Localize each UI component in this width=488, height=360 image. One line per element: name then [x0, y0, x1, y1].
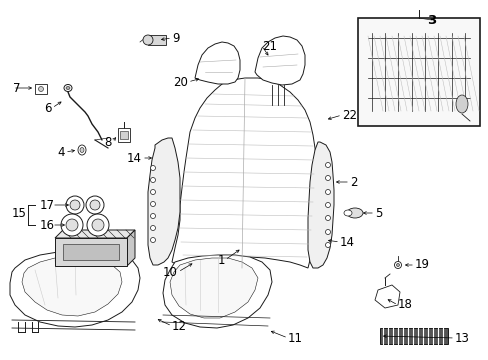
- Text: 19: 19: [414, 258, 429, 271]
- Text: 4: 4: [58, 145, 65, 158]
- Text: 22: 22: [341, 108, 356, 122]
- Ellipse shape: [78, 145, 86, 155]
- Text: 8: 8: [104, 135, 112, 149]
- Ellipse shape: [87, 214, 109, 236]
- Ellipse shape: [90, 200, 100, 210]
- Text: 10: 10: [163, 266, 178, 279]
- Text: 5: 5: [374, 207, 382, 220]
- Text: 11: 11: [287, 332, 303, 345]
- Bar: [118, 128, 130, 142]
- Ellipse shape: [150, 225, 155, 230]
- Polygon shape: [307, 142, 333, 268]
- Ellipse shape: [325, 230, 330, 234]
- Ellipse shape: [80, 148, 84, 153]
- Polygon shape: [374, 285, 399, 308]
- Ellipse shape: [343, 210, 351, 216]
- Polygon shape: [170, 258, 258, 318]
- Ellipse shape: [346, 208, 362, 218]
- Text: 9: 9: [172, 32, 179, 45]
- Bar: [379, 328, 447, 344]
- Polygon shape: [148, 138, 180, 265]
- Ellipse shape: [150, 177, 155, 183]
- Bar: [148, 35, 165, 45]
- Ellipse shape: [66, 86, 70, 90]
- Polygon shape: [172, 78, 317, 268]
- Ellipse shape: [39, 86, 43, 91]
- Ellipse shape: [92, 219, 104, 231]
- Text: 1: 1: [217, 253, 224, 266]
- Ellipse shape: [325, 176, 330, 180]
- Text: 7: 7: [13, 81, 20, 95]
- Text: 2: 2: [349, 176, 357, 189]
- Ellipse shape: [64, 85, 72, 91]
- Ellipse shape: [455, 95, 467, 113]
- Ellipse shape: [150, 213, 155, 219]
- Ellipse shape: [325, 202, 330, 207]
- Ellipse shape: [325, 243, 330, 248]
- Bar: [63, 244, 119, 260]
- Bar: [35, 84, 47, 94]
- Polygon shape: [10, 250, 140, 327]
- Bar: [55, 238, 127, 266]
- Ellipse shape: [61, 214, 83, 236]
- Text: 14: 14: [127, 152, 142, 165]
- Text: 14: 14: [339, 235, 354, 248]
- Polygon shape: [163, 255, 271, 328]
- Ellipse shape: [150, 166, 155, 171]
- Ellipse shape: [66, 219, 78, 231]
- Text: 15: 15: [12, 207, 27, 220]
- Polygon shape: [195, 42, 240, 84]
- Text: 13: 13: [454, 332, 469, 345]
- Ellipse shape: [86, 196, 104, 214]
- Ellipse shape: [150, 238, 155, 243]
- Ellipse shape: [325, 189, 330, 194]
- Text: 17: 17: [40, 198, 55, 212]
- Ellipse shape: [325, 162, 330, 167]
- Ellipse shape: [150, 202, 155, 207]
- Text: 16: 16: [40, 219, 55, 231]
- Polygon shape: [22, 257, 122, 316]
- Ellipse shape: [66, 196, 84, 214]
- Text: 6: 6: [44, 102, 52, 114]
- Bar: [120, 131, 128, 139]
- Text: 21: 21: [262, 40, 276, 53]
- Text: 18: 18: [397, 298, 412, 311]
- Text: 3: 3: [427, 14, 436, 27]
- Polygon shape: [127, 230, 135, 266]
- Ellipse shape: [394, 261, 401, 269]
- Ellipse shape: [325, 216, 330, 220]
- Polygon shape: [55, 230, 135, 238]
- Ellipse shape: [150, 189, 155, 194]
- Polygon shape: [254, 36, 305, 85]
- Text: 20: 20: [173, 76, 187, 89]
- Ellipse shape: [396, 264, 399, 266]
- Ellipse shape: [142, 35, 153, 45]
- Text: 12: 12: [172, 320, 186, 333]
- Ellipse shape: [70, 200, 80, 210]
- Bar: [357, 18, 479, 126]
